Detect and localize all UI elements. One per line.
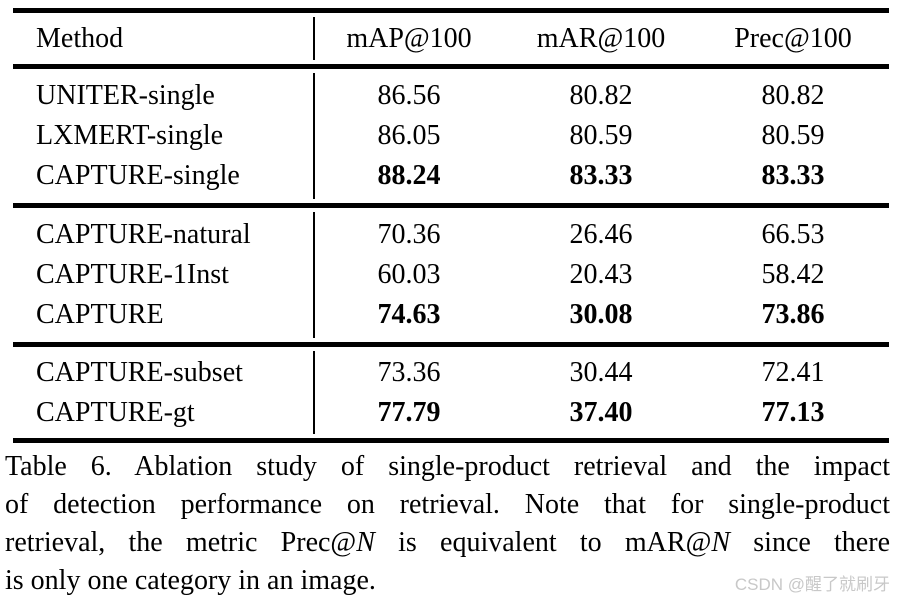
method-name: CAPTURE-natural bbox=[36, 219, 251, 250]
metric-value: 26.46 bbox=[569, 219, 633, 250]
metric-value: 60.03 bbox=[377, 259, 441, 290]
metric-value: 73.36 bbox=[377, 357, 441, 388]
table-row: CAPTURE 74.63 30.08 73.86 bbox=[13, 295, 889, 335]
method-name: CAPTURE-1Inst bbox=[36, 259, 229, 290]
caption-math-n: N bbox=[711, 527, 731, 558]
table-row: CAPTURE-gt 77.79 37.40 77.13 bbox=[13, 393, 889, 433]
method-name: CAPTURE-subset bbox=[36, 357, 243, 388]
metric-value: 77.13 bbox=[761, 397, 825, 428]
table-caption: Table 6. Ablation study of single-produc… bbox=[5, 448, 890, 600]
group-vertical-divider bbox=[313, 212, 315, 338]
caption-text: is equivalent to mAR@ bbox=[374, 527, 712, 558]
metric-value: 74.63 bbox=[377, 299, 441, 330]
method-name: UNITER-single bbox=[36, 80, 215, 111]
caption-math-n: N bbox=[356, 527, 375, 558]
csdn-watermark: CSDN @醒了就刷牙 bbox=[734, 575, 890, 594]
metric-value: 73.86 bbox=[761, 299, 825, 330]
column-header-mar100: mAR@100 bbox=[536, 22, 666, 54]
metric-value: 80.59 bbox=[761, 120, 825, 151]
header-rule bbox=[13, 64, 889, 69]
group-vertical-divider bbox=[313, 351, 315, 434]
caption-line: Table 6. Ablation study of single-produc… bbox=[5, 451, 890, 482]
table-row: CAPTURE-1Inst 60.03 20.43 58.42 bbox=[13, 255, 889, 295]
group-rule bbox=[13, 203, 889, 208]
column-header-method: Method bbox=[36, 22, 124, 54]
table-row: CAPTURE-single 88.24 83.33 83.33 bbox=[13, 156, 889, 196]
table-group-single: UNITER-single 86.56 80.82 80.82 LXMERT-s… bbox=[13, 69, 889, 203]
caption-line: retrieval, the metric Prec@N is equivale… bbox=[5, 524, 890, 562]
metric-value: 20.43 bbox=[569, 259, 633, 290]
table-group-detection: CAPTURE-subset 73.36 30.44 72.41 CAPTURE… bbox=[13, 347, 889, 438]
metric-value: 80.82 bbox=[569, 80, 633, 111]
caption-line: of detection performance on retrieval. N… bbox=[5, 489, 890, 520]
metric-value: 86.56 bbox=[377, 80, 441, 111]
method-name: CAPTURE-gt bbox=[36, 397, 195, 428]
group-vertical-divider bbox=[313, 73, 315, 199]
metric-value: 70.36 bbox=[377, 219, 441, 250]
metric-value: 30.08 bbox=[569, 299, 633, 330]
metric-value: 72.41 bbox=[761, 357, 825, 388]
metric-value: 88.24 bbox=[377, 160, 441, 191]
table-group-ablation: CAPTURE-natural 70.36 26.46 66.53 CAPTUR… bbox=[13, 208, 889, 342]
table-header-row: Method mAP@100 mAR@100 Prec@100 bbox=[13, 13, 889, 64]
table-row: LXMERT-single 86.05 80.59 80.59 bbox=[13, 116, 889, 156]
header-vertical-divider bbox=[313, 17, 315, 60]
metric-value: 83.33 bbox=[761, 160, 825, 191]
metric-value: 77.79 bbox=[377, 397, 441, 428]
metric-value: 66.53 bbox=[761, 219, 825, 250]
caption-text: retrieval, the metric Prec@ bbox=[5, 527, 357, 558]
caption-text: since there bbox=[730, 527, 890, 558]
method-name: CAPTURE-single bbox=[36, 160, 240, 191]
table-row: UNITER-single 86.56 80.82 80.82 bbox=[13, 76, 889, 116]
top-rule bbox=[13, 8, 889, 13]
caption-line: is only one category in an image. bbox=[5, 565, 376, 596]
metric-value: 80.59 bbox=[569, 120, 633, 151]
results-table: Method mAP@100 mAR@100 Prec@100 UNITER-s… bbox=[13, 8, 889, 443]
metric-value: 37.40 bbox=[569, 397, 633, 428]
table-row: CAPTURE-natural 70.36 26.46 66.53 bbox=[13, 215, 889, 255]
column-header-prec100: Prec@100 bbox=[734, 22, 852, 54]
metric-value: 58.42 bbox=[761, 259, 825, 290]
metric-value: 30.44 bbox=[569, 357, 633, 388]
group-rule bbox=[13, 342, 889, 347]
metric-value: 80.82 bbox=[761, 80, 825, 111]
method-name: LXMERT-single bbox=[36, 120, 224, 151]
metric-value: 83.33 bbox=[569, 160, 633, 191]
bottom-rule bbox=[13, 438, 889, 443]
column-header-map100: mAP@100 bbox=[346, 22, 472, 54]
method-name: CAPTURE bbox=[36, 299, 164, 330]
table-row: CAPTURE-subset 73.36 30.44 72.41 bbox=[13, 353, 889, 393]
metric-value: 86.05 bbox=[377, 120, 441, 151]
